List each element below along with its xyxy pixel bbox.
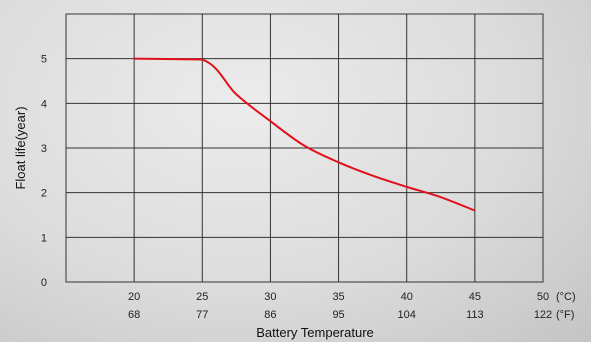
x-tick-label-f: 104 xyxy=(398,309,416,321)
y-tick-label: 5 xyxy=(41,54,47,66)
x-tick-label-c: 45 xyxy=(469,291,481,303)
x-tick-label-f: 113 xyxy=(466,309,484,321)
x-tick-label-c: 25 xyxy=(196,291,208,303)
x-tick-label-c: 35 xyxy=(332,291,344,303)
y-tick-label: 2 xyxy=(41,188,47,200)
y-tick-label: 1 xyxy=(41,232,47,244)
x-tick-label-f: 77 xyxy=(196,309,208,321)
x-axis-label: Battery Temperature xyxy=(256,325,374,340)
x-tick-label-f: 122 xyxy=(534,309,552,321)
series-line xyxy=(134,57,476,212)
y-tick-labels: 0 1 2 3 4 5 xyxy=(41,54,47,289)
x-tick-label-c: 20 xyxy=(128,291,140,303)
x-tick-label-f: 86 xyxy=(264,309,276,321)
x-tick-label-f: 68 xyxy=(128,309,140,321)
x-tick-label-f: 95 xyxy=(332,309,344,321)
y-tick-label: 4 xyxy=(41,98,47,110)
x-tick-label-c: 50 xyxy=(537,291,549,303)
x-tick-labels: 20 68 25 77 30 86 35 95 40 104 45 113 50 122 xyxy=(128,291,552,321)
y-tick-label: 0 xyxy=(41,277,47,289)
y-axis-label: Float life(year) xyxy=(13,106,28,189)
x-tick-label-c: 30 xyxy=(264,291,276,303)
grid-lines xyxy=(66,14,543,282)
x-tick-label-c: 40 xyxy=(401,291,413,303)
x-unit-fahrenheit: (°F) xyxy=(556,309,574,321)
x-unit-celsius: (°C) xyxy=(556,291,576,303)
y-tick-label: 3 xyxy=(41,143,47,155)
